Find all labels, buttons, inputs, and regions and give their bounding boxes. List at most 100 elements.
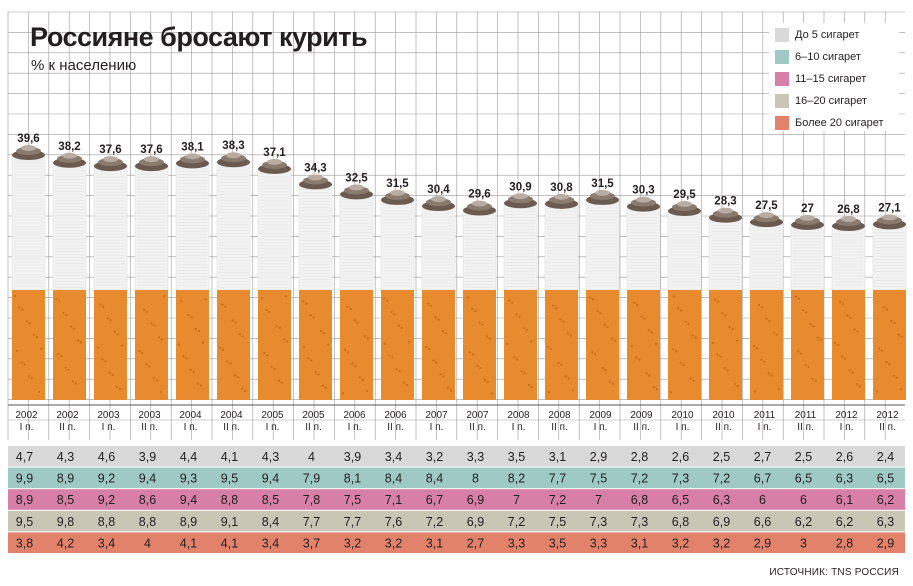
filter-speckle xyxy=(758,303,761,307)
filter-speckle xyxy=(226,360,229,363)
filter-speckle xyxy=(508,299,511,302)
filter-speckle xyxy=(427,302,430,305)
value-label: 27,5 xyxy=(755,200,778,212)
filter-speckle xyxy=(469,351,472,354)
filter-speckle xyxy=(552,304,555,307)
cigarette-filter xyxy=(422,290,455,400)
x-tick-half: II п. xyxy=(305,422,322,433)
filter-speckle xyxy=(65,313,68,317)
breakdown-cell: 2,8 xyxy=(836,536,853,550)
breakdown-cell: 3,2 xyxy=(385,536,402,550)
filter-speckle xyxy=(652,386,656,389)
legend-swatch xyxy=(775,72,789,86)
breakdown-cell: 3,2 xyxy=(672,536,689,550)
cigarette-ash-light xyxy=(677,201,692,208)
x-tick-year: 2005 xyxy=(261,410,284,421)
filter-speckle xyxy=(672,295,676,298)
cigarette-paper xyxy=(216,160,251,291)
filter-speckle xyxy=(402,381,405,384)
filter-speckle xyxy=(481,323,484,326)
filter-speckle xyxy=(160,338,163,341)
filter-speckle xyxy=(38,390,41,393)
cigarette-ash-light xyxy=(185,153,200,160)
filter-speckle xyxy=(557,361,560,364)
x-tick-year: 2007 xyxy=(425,410,448,421)
filter-speckle xyxy=(474,310,477,313)
filter-speckle xyxy=(753,390,756,393)
x-tick-half: II п. xyxy=(715,422,732,433)
legend-item-gt20: Более 20 сигарет xyxy=(775,115,884,131)
filter-speckle xyxy=(763,360,766,363)
value-label: 30,8 xyxy=(550,182,573,194)
filter-speckle xyxy=(775,333,778,336)
filter-speckle xyxy=(804,364,807,367)
filter-speckle xyxy=(893,321,896,325)
filter-speckle xyxy=(241,335,244,338)
breakdown-cell: 9,5 xyxy=(221,472,238,486)
breakdown-cell: 9,4 xyxy=(139,472,156,486)
value-label: 37,6 xyxy=(140,144,162,156)
breakdown-cell: 3,4 xyxy=(262,536,279,550)
x-tick-half: I п. xyxy=(676,422,690,433)
value-label: 29,5 xyxy=(673,189,696,201)
value-label: 32,5 xyxy=(345,172,368,184)
breakdown-cell: 3,3 xyxy=(508,536,525,550)
breakdown-cell: 4,3 xyxy=(57,450,74,464)
breakdown-cell: 2,9 xyxy=(877,536,894,550)
breakdown-cell: 3,1 xyxy=(426,536,443,550)
breakdown-cell: 8,5 xyxy=(262,493,279,507)
filter-speckle xyxy=(875,390,879,393)
filter-speckle xyxy=(265,308,268,311)
x-tick-year: 2006 xyxy=(384,410,407,421)
filter-speckle xyxy=(547,345,550,349)
breakdown-cell: 7,7 xyxy=(344,515,361,529)
filter-speckle xyxy=(366,337,369,340)
cigarette-paper xyxy=(134,164,169,291)
breakdown-cell: 7 xyxy=(595,493,602,507)
cigarette-filter xyxy=(217,290,250,400)
filter-speckle xyxy=(180,300,183,303)
filter-speckle xyxy=(427,347,431,351)
filter-speckle xyxy=(356,321,359,324)
filter-speckle xyxy=(486,380,489,383)
filter-speckle xyxy=(280,381,283,384)
filter-speckle xyxy=(238,333,241,336)
filter-speckle xyxy=(199,384,202,387)
filter-speckle xyxy=(596,310,599,313)
breakdown-cell: 7,5 xyxy=(590,472,607,486)
filter-speckle xyxy=(601,367,604,370)
filter-speckle xyxy=(62,311,65,314)
filter-speckle xyxy=(346,305,349,308)
filter-speckle xyxy=(594,353,597,356)
filter-speckle xyxy=(177,343,181,346)
breakdown-cell: 2,7 xyxy=(754,450,771,464)
cigarette-paper xyxy=(544,202,579,291)
cigarette-ash-light xyxy=(800,214,815,221)
cigarette-filter xyxy=(709,290,742,400)
filter-speckle xyxy=(69,325,72,328)
filter-speckle xyxy=(878,347,881,350)
filter-speckle xyxy=(358,376,361,379)
filter-speckle xyxy=(341,392,345,395)
filter-speckle xyxy=(569,334,572,337)
filter-speckle xyxy=(153,324,156,327)
value-label: 37,6 xyxy=(99,144,121,156)
filter-speckle xyxy=(669,391,673,394)
cigarette-ash-light xyxy=(882,214,897,221)
filter-speckle xyxy=(204,298,207,301)
filter-speckle xyxy=(687,322,690,325)
value-label: 28,3 xyxy=(714,196,736,208)
x-tick-half: II п. xyxy=(141,422,158,433)
filter-speckle xyxy=(899,388,903,391)
filter-speckle xyxy=(194,327,197,330)
cigarette-ash-light xyxy=(759,212,774,219)
filter-speckle xyxy=(851,371,854,374)
x-tick-half: II п. xyxy=(223,422,240,433)
filter-speckle xyxy=(234,321,237,324)
